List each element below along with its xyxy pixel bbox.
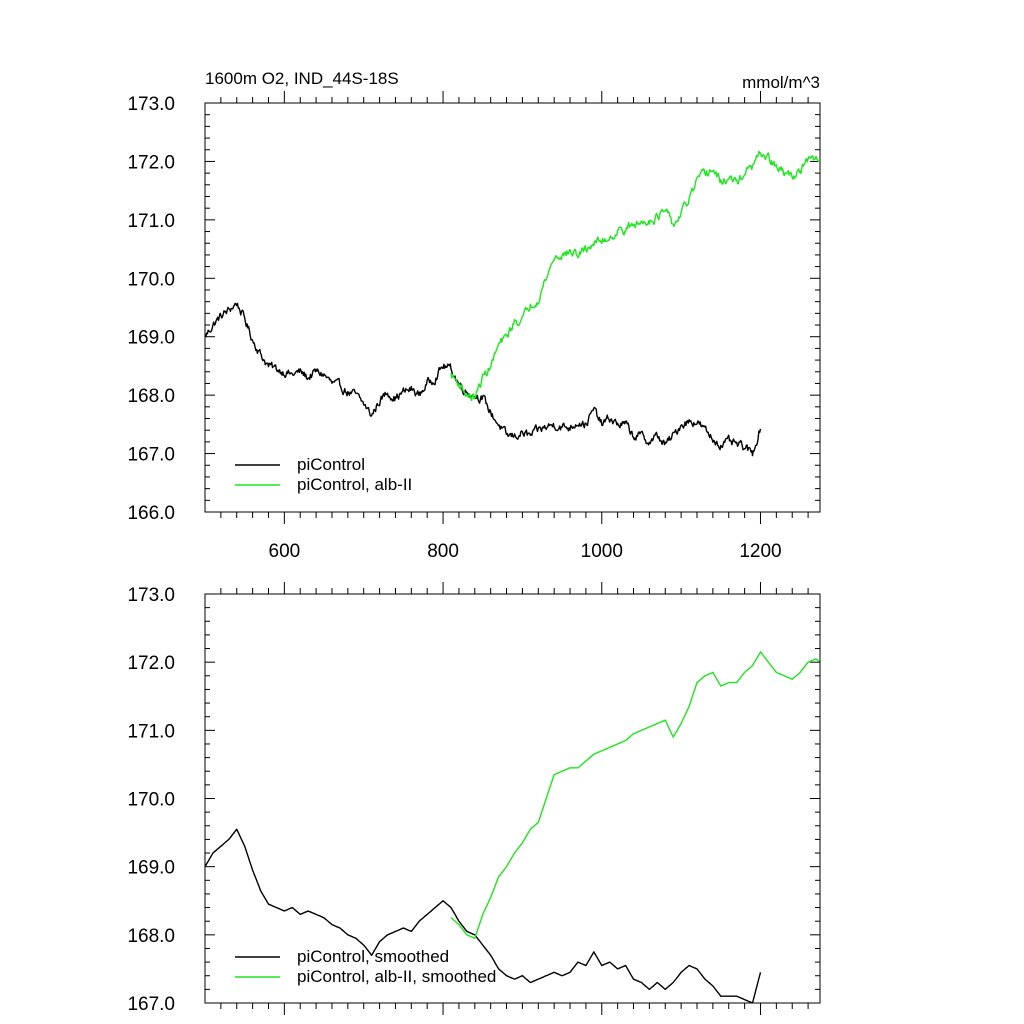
chart-panel-1: 166.0 167.0 168.0 169.0 170.0 171.0 172.0 173.0… — [127, 69, 821, 562]
x-tick-label: 600 — [269, 541, 301, 562]
y-tick-label: 169.0 — [127, 858, 175, 879]
y-tick-label: 167.0 — [127, 445, 175, 466]
y-tick-label: 172.0 — [127, 152, 175, 173]
plot-frame — [204, 102, 821, 513]
y-tick-label: 170.0 — [127, 790, 175, 811]
units-label: mmol/m^3 — [742, 73, 820, 92]
y-tick-label: 166.0 — [127, 503, 175, 524]
y-tick-label: 170.0 — [127, 269, 175, 290]
series-line-2 — [450, 150, 820, 402]
y-tick-label: 173.0 — [127, 94, 175, 115]
y-tick-label: 172.0 — [127, 653, 175, 674]
y-tick-label: 173.0 — [127, 585, 175, 606]
y-tick-label: 168.0 — [127, 386, 175, 407]
legend-label: piControl, alb-II — [297, 475, 412, 494]
legend-label: piControl, alb-II, smoothed — [297, 967, 496, 986]
chart-title: 1600m O2, IND_44S-18S — [205, 69, 399, 88]
series-line-1 — [205, 828, 762, 1003]
x-tick-label: 800 — [427, 541, 459, 562]
series-line-2 — [450, 651, 820, 939]
plot-frame — [204, 593, 821, 1004]
y-tick-label: 167.0 — [127, 994, 175, 1015]
legend-label: piControl, smoothed — [297, 947, 449, 966]
chart-panel-2: 167.0 168.0 169.0 170.0 171.0 172.0 173.0 piCon… — [127, 582, 821, 1015]
y-tick-label: 168.0 — [127, 926, 175, 947]
series-line-1 — [205, 302, 762, 457]
x-tick-label: 1200 — [739, 541, 781, 562]
x-tick-label: 1000 — [581, 541, 623, 562]
y-tick-label: 169.0 — [127, 328, 175, 349]
legend-label: piControl — [297, 455, 365, 474]
y-tick-label: 171.0 — [127, 211, 175, 232]
y-tick-label: 171.0 — [127, 721, 175, 742]
